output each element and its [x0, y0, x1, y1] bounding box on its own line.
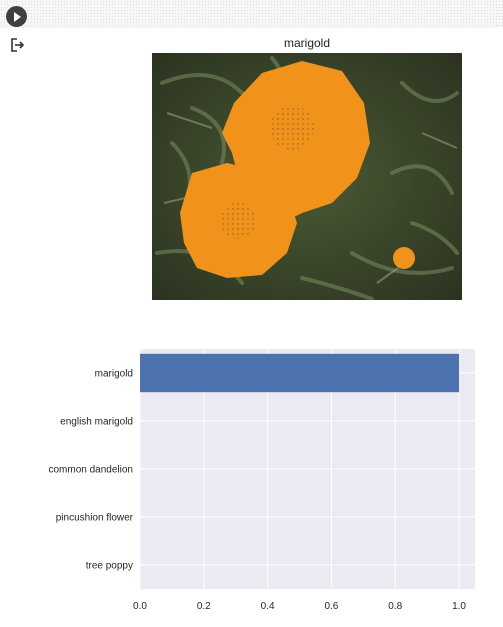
y-tick-label: common dandelion: [49, 465, 134, 476]
image-title: marigold: [283, 36, 331, 50]
bar-marigold: [140, 353, 460, 393]
run-cell-button[interactable]: [6, 6, 27, 27]
y-tick-label: tree poppy: [86, 561, 133, 572]
x-tick-label: 0.4: [261, 601, 275, 612]
x-tick-label: 0.6: [324, 601, 338, 612]
x-tick-label: 0.2: [197, 601, 211, 612]
x-tick-label: 1.0: [452, 601, 466, 612]
cell-toolbar: [0, 0, 503, 28]
marigold-photo: [152, 53, 462, 300]
prediction-bar-chart: marigold english marigold common dandelion…: [49, 349, 475, 612]
play-icon: [14, 11, 21, 22]
output-arrow-icon[interactable]: [9, 37, 25, 53]
x-tick-label: 0.0: [133, 601, 147, 612]
x-tick-label: 0.8: [388, 601, 402, 612]
y-tick-label: pincushion flower: [56, 513, 134, 524]
y-tick-label: marigold: [95, 369, 133, 380]
flower-shapes: [180, 61, 415, 278]
y-tick-label: english marigold: [60, 417, 133, 428]
